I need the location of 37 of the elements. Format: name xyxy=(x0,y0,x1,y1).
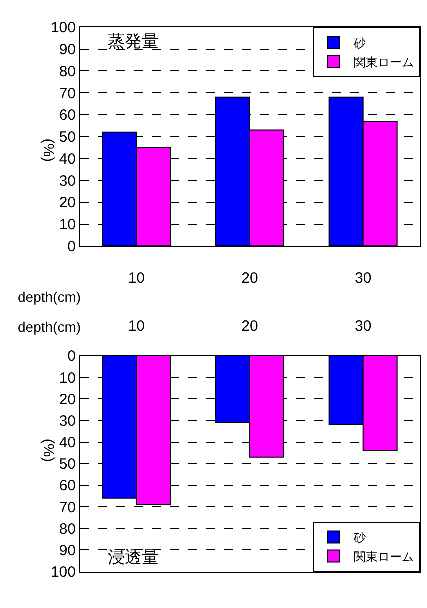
y-tick-label: 70 xyxy=(59,85,76,102)
y-tick-label: 0 xyxy=(68,238,76,256)
x-tick-label: 30 xyxy=(354,318,372,335)
y-tick-label: 80 xyxy=(59,63,76,80)
x-axis-title: depth(cm) xyxy=(18,319,82,335)
x-tick-label: 20 xyxy=(242,270,258,288)
y-axis-title: (%) xyxy=(40,138,57,162)
x-tick-label: 20 xyxy=(242,318,258,335)
y-tick-label: 50 xyxy=(59,456,76,474)
legend-label: 関東ローム xyxy=(354,56,414,70)
y-tick-label: 60 xyxy=(59,107,76,124)
x-tick-label: 10 xyxy=(128,318,146,335)
x-tick-label: 30 xyxy=(354,270,372,288)
y-tick-label: 40 xyxy=(59,434,76,452)
x-axis-title: depth(cm) xyxy=(18,289,82,305)
y-tick-label: 30 xyxy=(59,412,76,430)
y-tick-label: 20 xyxy=(59,194,76,212)
y-tick-label: 70 xyxy=(59,499,76,516)
y-tick-label: 20 xyxy=(59,391,76,408)
x-tick-label: 10 xyxy=(128,270,146,288)
y-tick-label: 0 xyxy=(68,348,76,366)
y-tick-label: 90 xyxy=(59,542,76,560)
legend-label: 関東ローム xyxy=(354,550,414,564)
y-tick-label: 30 xyxy=(59,172,76,190)
y-tick-label: 100 xyxy=(50,564,76,582)
legend-label: 砂 xyxy=(353,36,366,51)
y-axis-title: (%) xyxy=(40,438,57,462)
y-tick-label: 40 xyxy=(59,150,76,168)
y-tick-label: 50 xyxy=(59,129,76,146)
y-tick-label: 10 xyxy=(59,216,76,234)
y-tick-label: 90 xyxy=(59,42,76,59)
y-tick-label: 100 xyxy=(50,20,76,37)
chart-title: 蒸発量 xyxy=(108,32,159,51)
y-tick-label: 60 xyxy=(59,478,76,495)
y-tick-label: 80 xyxy=(59,520,76,538)
legend-label: 砂 xyxy=(353,530,366,545)
y-tick-label: 10 xyxy=(59,370,76,387)
